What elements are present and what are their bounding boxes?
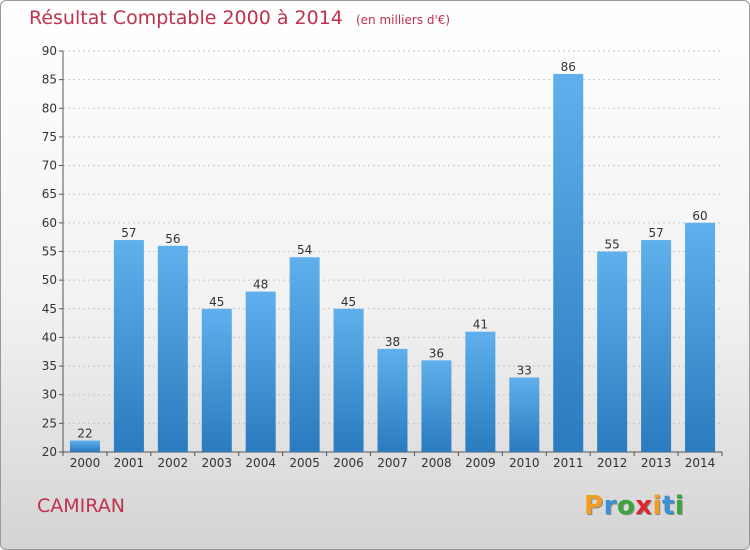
logo-letter: t	[661, 491, 675, 521]
y-tick-label: 40	[42, 330, 57, 344]
x-tick-label: 2013	[641, 456, 672, 470]
bar	[157, 245, 188, 452]
data-label: 45	[209, 295, 224, 309]
y-tick-label: 75	[42, 130, 57, 144]
y-tick-label: 35	[42, 359, 57, 373]
y-tick-label: 50	[42, 273, 57, 287]
y-tick-label: 90	[42, 44, 57, 58]
x-tick-label: 2000	[70, 456, 101, 470]
y-tick-label: 65	[42, 187, 57, 201]
bar	[553, 73, 584, 453]
chart-title: Résultat Comptable 2000 à 2014 (en milli…	[29, 7, 450, 29]
y-tick-label: 85	[42, 73, 57, 87]
x-tick-label: 2002	[158, 456, 189, 470]
data-label: 38	[385, 335, 400, 349]
bar	[245, 291, 276, 452]
bar	[289, 257, 320, 452]
x-tick-label: 2003	[201, 456, 232, 470]
y-tick-label: 60	[42, 216, 57, 230]
chart-subtitle: (en milliers d'€)	[355, 13, 451, 27]
data-label: 48	[253, 278, 268, 292]
proxiti-logo: Proxiti	[584, 491, 684, 521]
data-label: 57	[121, 226, 136, 240]
data-label: 55	[605, 238, 620, 252]
x-tick-label: 2010	[509, 456, 540, 470]
chart-title-text: Résultat Comptable 2000 à 2014	[29, 7, 343, 29]
x-tick-label: 2005	[289, 456, 320, 470]
y-tick-label: 45	[42, 302, 57, 316]
x-tick-label: 2001	[114, 456, 145, 470]
y-tick-label: 70	[42, 159, 57, 173]
y-tick-label: 25	[42, 416, 57, 430]
bar	[113, 240, 144, 452]
bar	[597, 251, 628, 452]
x-tick-label: 2011	[553, 456, 584, 470]
x-tick-label: 2007	[377, 456, 408, 470]
y-tick-label: 55	[42, 245, 57, 259]
x-axis-ticks: 2000 2001 2002 2003 2004 2005 2006 2007 2008 2009…	[62, 452, 723, 470]
data-label: 45	[341, 295, 356, 309]
logo-letter: i	[652, 491, 662, 521]
data-label: 86	[561, 60, 576, 74]
logo-letter: x	[635, 491, 653, 521]
logo-letter: r	[603, 491, 617, 521]
bar	[377, 348, 408, 452]
data-label: 54	[297, 243, 312, 257]
commune-name: CAMIRAN	[37, 495, 125, 517]
bar	[333, 308, 364, 452]
data-label: 36	[429, 346, 444, 360]
bar	[641, 240, 672, 452]
bar	[421, 360, 452, 452]
y-tick-label: 80	[42, 101, 57, 115]
data-label: 60	[692, 209, 707, 223]
x-tick-label: 2008	[421, 456, 452, 470]
logo-letter: o	[616, 491, 636, 521]
y-tick-label: 30	[42, 388, 57, 402]
bar	[465, 331, 496, 452]
bar	[509, 377, 540, 452]
bars	[69, 73, 716, 453]
data-label: 57	[648, 226, 663, 240]
x-tick-label: 2006	[333, 456, 364, 470]
data-label: 22	[77, 427, 92, 441]
data-label: 33	[517, 364, 532, 378]
bar	[685, 222, 716, 452]
bar	[69, 440, 100, 452]
bar	[201, 308, 232, 452]
y-tick-label: 20	[42, 445, 57, 459]
data-label: 56	[165, 232, 180, 246]
data-labels: 22 57 56 45 48 54 45 38 36 41 33 86 55 57 60	[77, 60, 707, 441]
x-tick-label: 2012	[597, 456, 628, 470]
data-label: 41	[473, 318, 488, 332]
logo-letter: P	[584, 491, 604, 521]
logo-letter: i	[674, 491, 685, 521]
x-tick-label: 2009	[465, 456, 496, 470]
x-tick-label: 2014	[685, 456, 716, 470]
x-tick-label: 2004	[245, 456, 276, 470]
